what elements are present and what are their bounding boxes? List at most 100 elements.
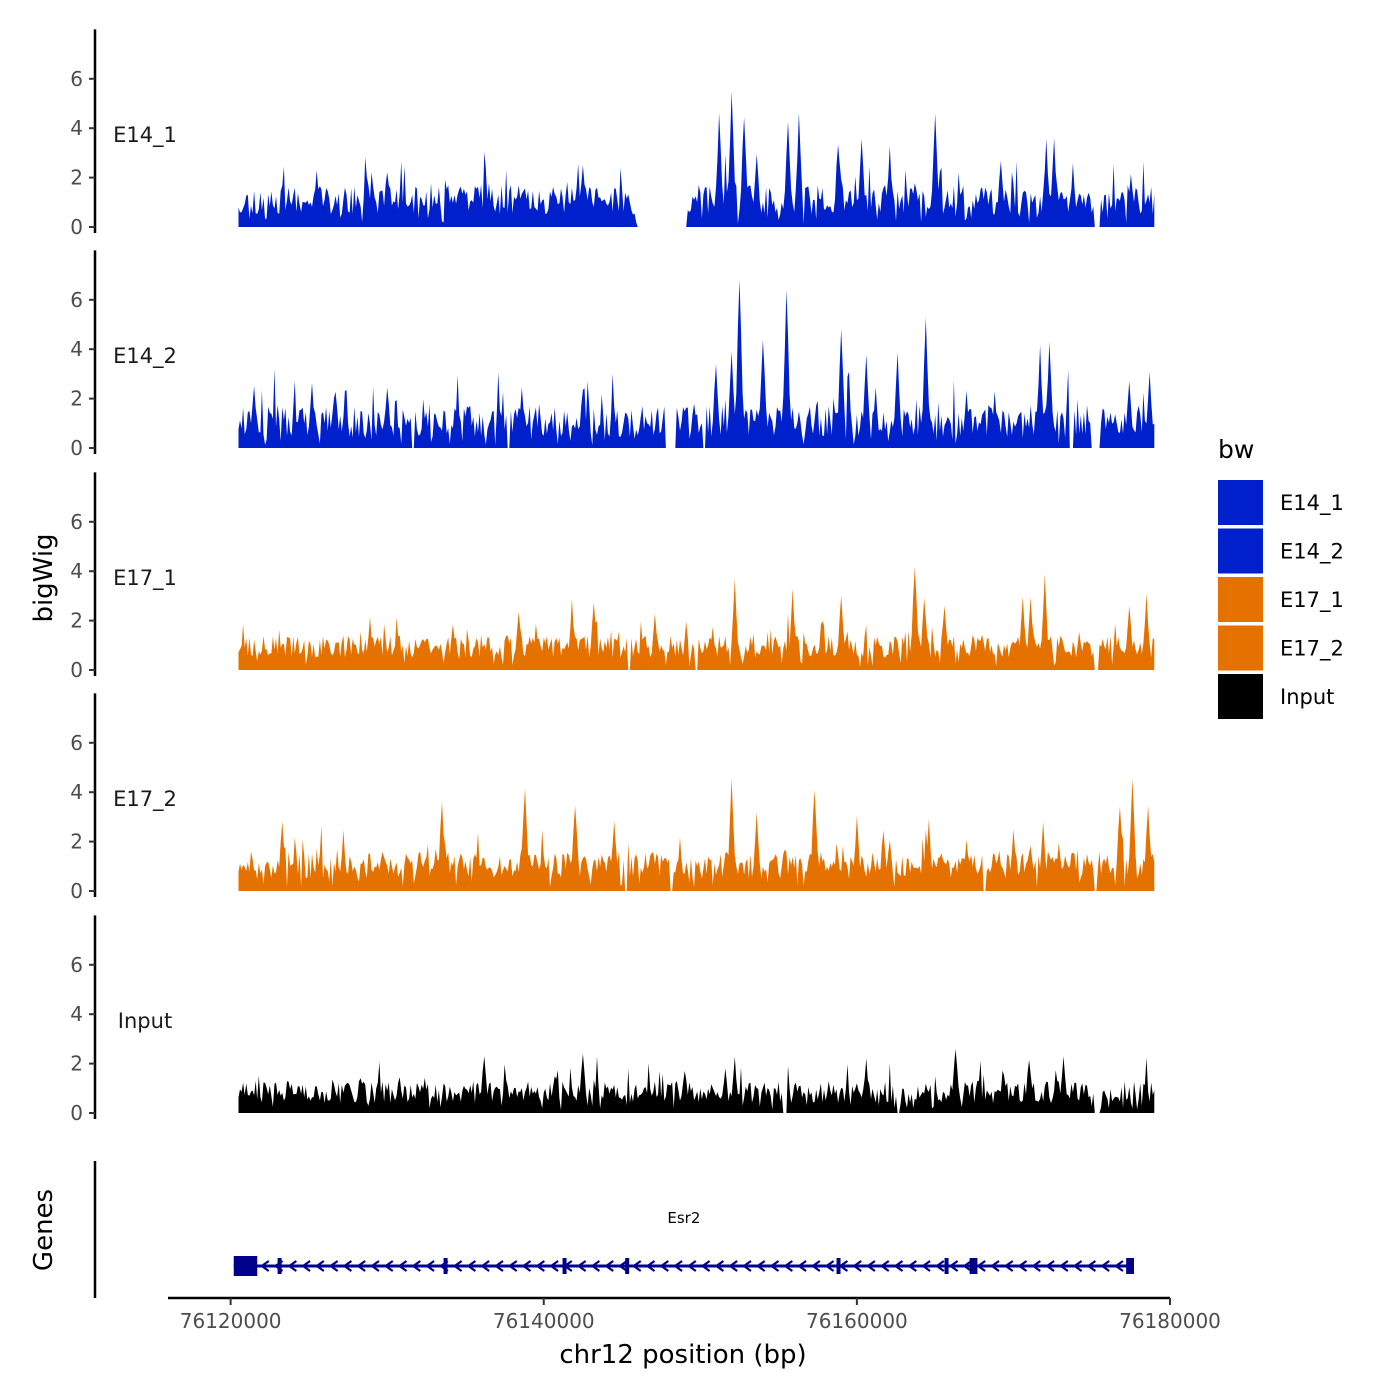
y-tick-label: 6	[70, 731, 83, 755]
strand-arrow	[631, 1260, 642, 1272]
strand-arrow	[1017, 1260, 1028, 1272]
legend-swatch	[1218, 480, 1263, 525]
legend-item-e17_1: E17_1	[1218, 577, 1344, 622]
gene-exon	[1126, 1258, 1134, 1274]
y-tick-label: 6	[70, 67, 83, 91]
strand-arrow	[879, 1260, 890, 1272]
gene-exon	[233, 1256, 258, 1276]
gene-exon	[625, 1258, 630, 1274]
y-tick-label: 6	[70, 288, 83, 312]
strand-arrow	[645, 1260, 656, 1272]
strand-arrow	[521, 1260, 532, 1272]
strand-arrow	[1003, 1260, 1014, 1272]
strand-arrow	[852, 1260, 862, 1272]
strand-arrow	[797, 1260, 807, 1272]
strand-arrow	[314, 1260, 325, 1272]
strand-arrow	[590, 1260, 601, 1272]
strand-arrow	[893, 1260, 904, 1272]
x-tick-label: 76180000	[1119, 1309, 1221, 1333]
gene-exon	[443, 1258, 448, 1274]
signal-area-e14_1	[238, 91, 1155, 228]
y-tick-label: 4	[70, 780, 83, 804]
strand-arrow	[287, 1260, 297, 1272]
genes-panel: Genes Esr2	[29, 1161, 1134, 1298]
gene-track-esr2: Esr2	[233, 1209, 1134, 1276]
genes-title: Genes	[29, 1189, 59, 1271]
gene-exon	[277, 1258, 282, 1274]
strand-arrow	[1045, 1260, 1055, 1272]
strand-arrow	[342, 1260, 353, 1272]
strand-arrow	[1100, 1260, 1110, 1272]
x-tick-label: 76160000	[806, 1309, 908, 1333]
strand-arrow	[907, 1260, 917, 1272]
strand-arrow	[921, 1260, 931, 1272]
strand-arrow	[934, 1260, 945, 1272]
strand-arrow	[1114, 1260, 1124, 1272]
track-panel-e14_2: 0 2 4 6 E14_2	[70, 250, 1155, 460]
strand-arrow	[976, 1260, 986, 1272]
strand-arrow	[948, 1260, 959, 1272]
strand-arrow	[990, 1260, 1000, 1272]
strand-arrow	[673, 1260, 683, 1272]
strand-arrow	[728, 1260, 738, 1272]
y-tick-label: 0	[70, 658, 83, 682]
y-tick-label: 2	[70, 387, 83, 411]
strand-arrow	[659, 1260, 669, 1272]
gene-exon	[944, 1258, 949, 1274]
signal-area-e14_2	[238, 279, 1155, 448]
strand-arrow	[742, 1260, 752, 1272]
track-label-e17_2: E17_2	[113, 787, 177, 812]
legend-item-e14_2: E14_2	[1218, 528, 1344, 574]
track-panel-input: 0 2 4 6 Input	[70, 915, 1155, 1125]
track-panel-e17_1: 0 2 4 6 E17_1	[70, 472, 1155, 682]
y-axis-title: bigWig	[29, 533, 59, 622]
gene-exon	[562, 1258, 567, 1274]
y-tick-label: 2	[70, 166, 83, 190]
strand-arrow	[686, 1260, 697, 1272]
strand-arrow	[549, 1260, 559, 1272]
track-panel-e17_2: 0 2 4 6 E17_2	[70, 693, 1155, 903]
strand-arrow	[618, 1260, 628, 1272]
y-tick-label: 6	[70, 953, 83, 977]
legend-items: E14_1 E14_2 E17_1 E17_2 Input	[1218, 480, 1344, 719]
y-tick-label: 0	[70, 1101, 83, 1125]
strand-arrow	[1031, 1260, 1041, 1272]
legend-item-e14_1: E14_1	[1218, 480, 1344, 525]
strand-arrow	[480, 1260, 490, 1272]
y-tick-label: 2	[70, 1052, 83, 1076]
gene-exon	[836, 1258, 841, 1274]
x-ticks: 76120000 76140000 76160000 76180000	[180, 1298, 1221, 1333]
strand-arrow	[755, 1260, 766, 1272]
x-axis-title: chr12 position (bp)	[559, 1340, 806, 1370]
y-tick-label: 0	[70, 215, 83, 239]
legend-label: E14_1	[1280, 491, 1344, 516]
y-tick-label: 4	[70, 1002, 83, 1026]
y-tick-label: 4	[70, 337, 83, 361]
strand-arrow	[962, 1260, 973, 1272]
strand-arrow	[507, 1260, 518, 1272]
legend-swatch	[1218, 674, 1263, 719]
signal-area-e17_2	[238, 778, 1155, 891]
legend-swatch	[1218, 625, 1263, 671]
strand-arrow	[783, 1260, 793, 1272]
strand-arrow	[810, 1260, 821, 1272]
strand-arrow	[397, 1260, 408, 1272]
strand-arrow	[1072, 1260, 1083, 1272]
strand-arrow	[466, 1260, 477, 1272]
strand-arrow	[259, 1260, 270, 1272]
legend-item-input: Input	[1218, 674, 1334, 719]
strand-arrow	[425, 1260, 435, 1272]
track-label-e14_2: E14_2	[113, 344, 177, 369]
legend-label: Input	[1280, 685, 1334, 709]
strand-arrow	[494, 1260, 504, 1272]
signal-area-e17_1	[238, 567, 1155, 670]
x-tick-label: 76120000	[180, 1309, 282, 1333]
y-tick-label: 0	[70, 436, 83, 460]
strand-arrow	[604, 1260, 614, 1272]
track-panel-e14_1: 0 2 4 6 E14_1	[70, 29, 1155, 239]
strand-arrow	[769, 1260, 780, 1272]
strand-arrow	[370, 1260, 380, 1272]
strand-arrow	[356, 1260, 366, 1272]
strand-arrow	[1058, 1260, 1069, 1272]
